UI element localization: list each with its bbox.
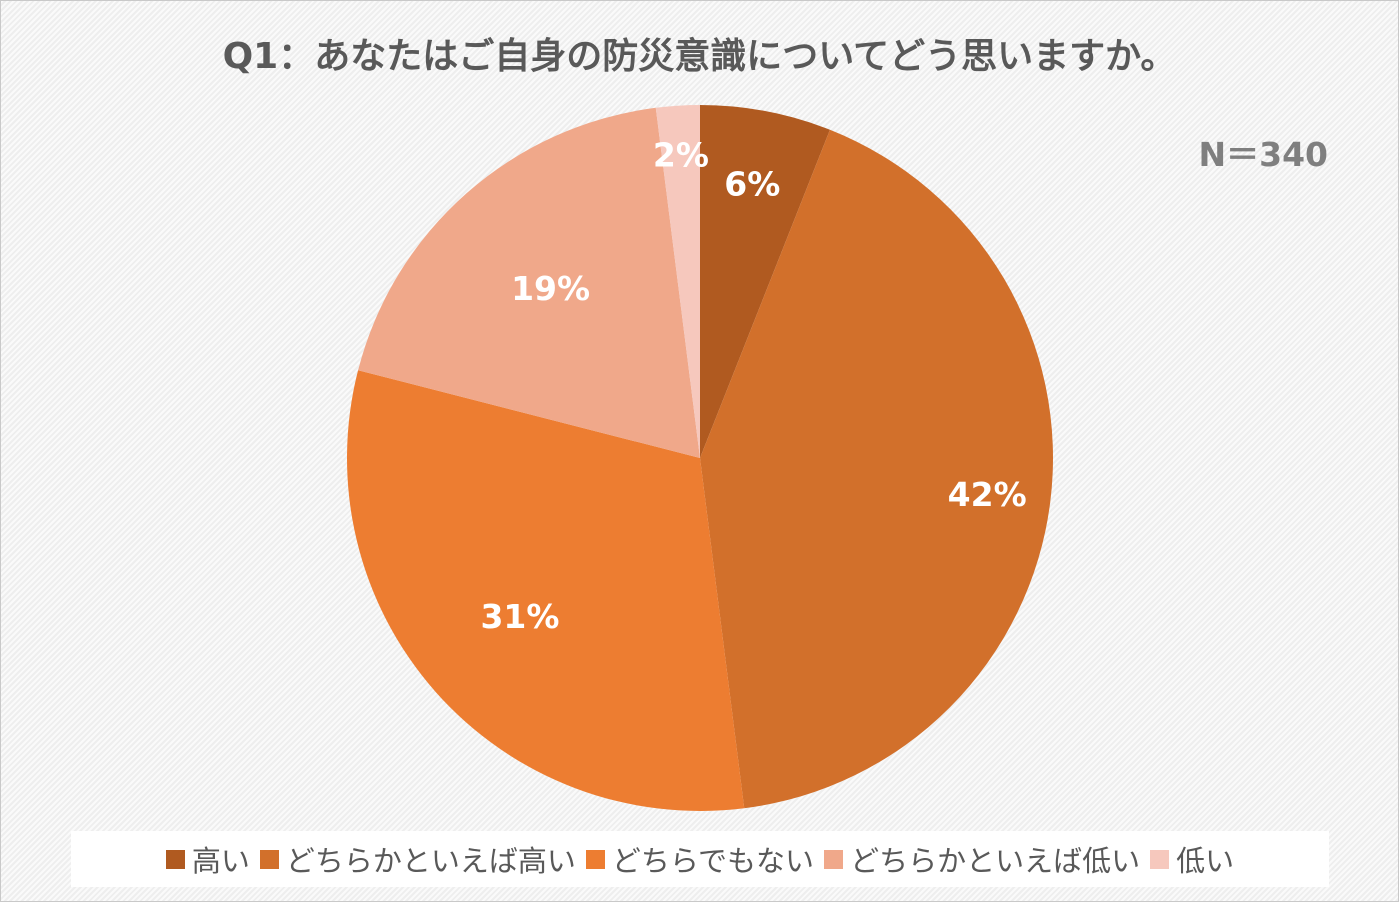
pie-slice	[655, 105, 700, 458]
legend-item: どちらかといえば高い	[259, 838, 576, 880]
legend-label: どちらかといえば高い	[285, 844, 576, 878]
legend: 高い どちらかといえば高い どちらでもない どちらかといえば低い 低い	[71, 831, 1329, 887]
pie-slice	[700, 129, 1053, 809]
legend-item: どちらかといえば低い	[824, 838, 1140, 880]
legend-label: 低い	[1176, 844, 1235, 878]
legend-label: どちらかといえば低い	[850, 844, 1141, 878]
legend-swatch	[1150, 849, 1170, 869]
pie-slice	[347, 370, 745, 811]
legend-swatch	[259, 849, 279, 869]
pie-slice	[700, 105, 830, 458]
legend-item: 低い	[1150, 838, 1234, 880]
data-label: 42%	[948, 475, 1027, 514]
pie-slice	[358, 107, 700, 458]
chart-title: Q1：あなたはご自身の防災意識についてどう思いますか。	[222, 36, 1177, 77]
legend-swatch	[585, 849, 605, 869]
legend-label: 高い	[191, 844, 250, 878]
data-label: 19%	[511, 269, 590, 308]
legend-swatch	[824, 849, 844, 869]
legend-swatch	[165, 849, 185, 869]
legend-label: どちらでもない	[611, 844, 815, 878]
legend-item: 高い	[165, 838, 250, 880]
sample-size-note: N＝340	[1198, 135, 1328, 174]
data-label: 31%	[480, 597, 559, 636]
data-label: 2%	[653, 136, 709, 175]
legend-item: どちらでもない	[585, 838, 815, 880]
data-label: 6%	[724, 165, 780, 204]
